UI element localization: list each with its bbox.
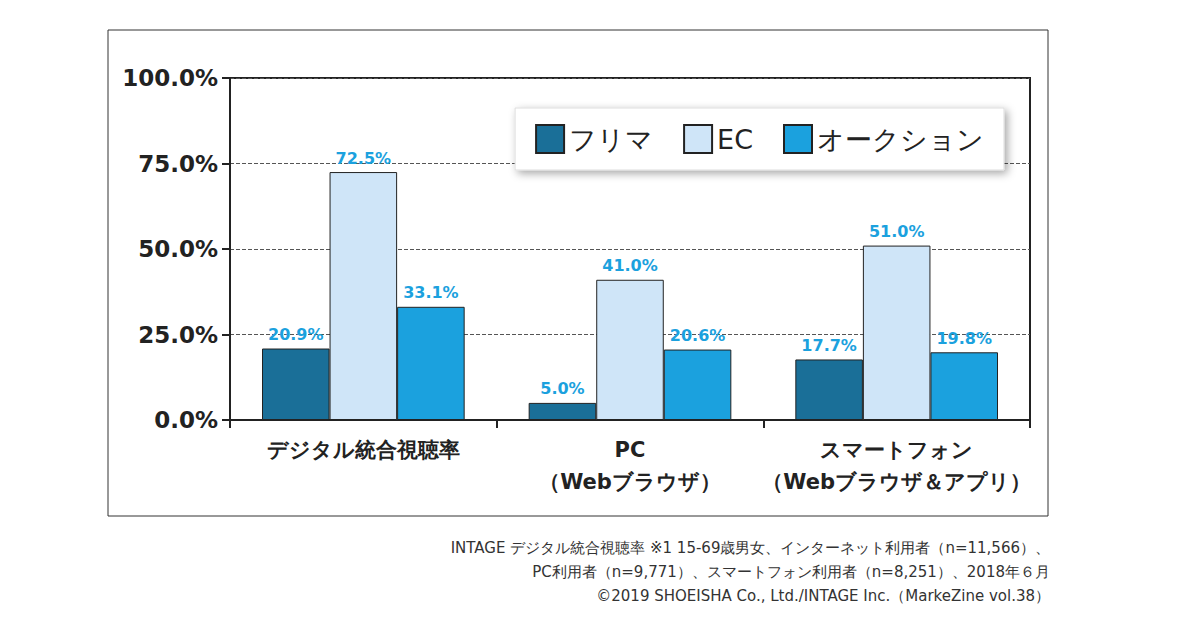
svg-text:オークション: オークション	[817, 124, 984, 155]
svg-text:INTAGE デジタル統合視聴率 ※1 15-69歳男女、イ: INTAGE デジタル統合視聴率 ※1 15-69歳男女、インターネット利用者（…	[451, 539, 1050, 557]
svg-text:17.7%: 17.7%	[801, 336, 857, 355]
svg-text:スマートフォン: スマートフォン	[820, 438, 973, 462]
svg-text:33.1%: 33.1%	[403, 283, 459, 302]
svg-text:72.5%: 72.5%	[336, 149, 392, 168]
svg-text:PC利用者（n=9,771）、スマートフォン利用者（n=8,: PC利用者（n=9,771）、スマートフォン利用者（n=8,251）、2018年…	[532, 563, 1050, 581]
svg-text:100.0%: 100.0%	[122, 65, 218, 91]
svg-text:©2019 SHOEISHA Co., Ltd./INTAG: ©2019 SHOEISHA Co., Ltd./INTAGE Inc.（Mar…	[596, 587, 1050, 605]
svg-text:20.6%: 20.6%	[670, 326, 726, 345]
svg-text:41.0%: 41.0%	[602, 256, 658, 275]
svg-text:PC: PC	[615, 438, 646, 462]
svg-text:50.0%: 50.0%	[138, 236, 218, 262]
svg-text:EC: EC	[717, 124, 753, 155]
svg-text:5.0%: 5.0%	[540, 379, 584, 398]
svg-text:0.0%: 0.0%	[154, 407, 218, 433]
svg-text:デジタル統合視聴率: デジタル統合視聴率	[267, 438, 460, 462]
svg-text:（Webブラウザ＆アプリ）: （Webブラウザ＆アプリ）	[762, 470, 1031, 494]
svg-text:19.8%: 19.8%	[936, 329, 992, 348]
svg-text:20.9%: 20.9%	[268, 325, 324, 344]
svg-text:25.0%: 25.0%	[138, 322, 218, 348]
svg-text:フリマ: フリマ	[569, 124, 653, 155]
svg-text:（Webブラウザ）: （Webブラウザ）	[539, 470, 721, 494]
svg-text:51.0%: 51.0%	[869, 222, 925, 241]
svg-text:75.0%: 75.0%	[138, 151, 218, 177]
